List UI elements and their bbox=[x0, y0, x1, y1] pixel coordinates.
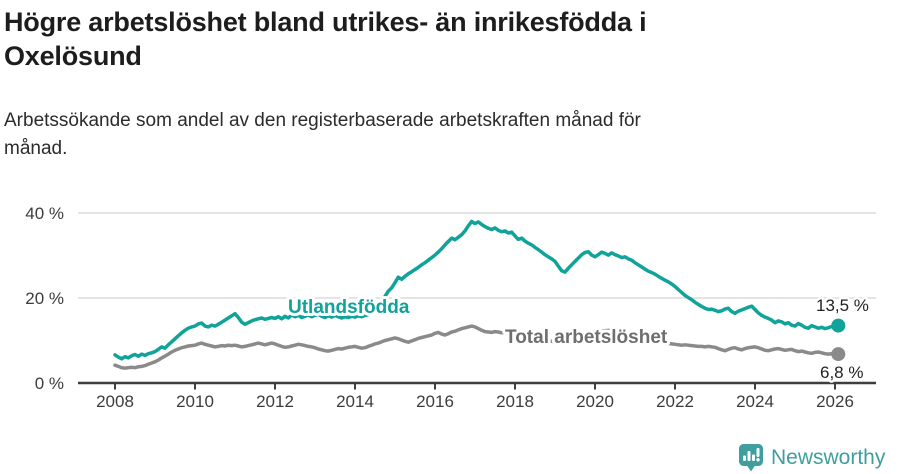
x-tick-label-2010: 2010 bbox=[176, 392, 214, 411]
page-title: Högre arbetslöshet bland utrikes- än inr… bbox=[4, 5, 647, 73]
line-total-arbetsl-shet bbox=[113, 324, 841, 370]
y-tick-label-40: 40 % bbox=[25, 204, 64, 223]
x-tick-label-2008: 2008 bbox=[96, 392, 134, 411]
y-tick-label-0: 0 % bbox=[35, 374, 64, 393]
x-tick-label-2014: 2014 bbox=[336, 392, 374, 411]
brand-name: Newsworthy bbox=[771, 446, 886, 469]
y-tick-label-20: 20 % bbox=[25, 289, 64, 308]
title-line-1: Högre arbetslöshet bland utrikes- än inr… bbox=[4, 7, 647, 37]
x-tick-label-2016: 2016 bbox=[416, 392, 454, 411]
subtitle-line-2: månad. bbox=[4, 138, 68, 159]
line-utlandsf-dda bbox=[113, 219, 841, 361]
end-point-dot bbox=[831, 347, 846, 362]
gridlines bbox=[78, 212, 876, 299]
title-line-2: Oxelösund bbox=[4, 41, 142, 71]
x-axis-ticks: 2008 2010 2012 2014 2016 2018 2020 2022 2024 2026 bbox=[96, 383, 854, 411]
x-tick-label-2022: 2022 bbox=[656, 392, 694, 411]
data-series-lines bbox=[113, 219, 846, 370]
x-tick-label-2012: 2012 bbox=[256, 392, 294, 411]
series-label-total: Total arbetslöshet bbox=[505, 327, 668, 348]
subtitle-line-1: Arbetssökande som andel av den registerb… bbox=[4, 110, 641, 131]
line-chart: 2008 2010 2012 2014 2016 2018 2020 2022 2024 2026… bbox=[25, 204, 876, 411]
y-axis-labels: 0 % 20 % 40 % bbox=[25, 204, 64, 393]
bar-chart-speech-bubble-icon bbox=[739, 444, 763, 472]
chart-subtitle: Arbetssökande som andel av den registerb… bbox=[4, 107, 641, 163]
end-point-dot bbox=[831, 318, 846, 333]
newsworthy-brand[interactable]: Newsworthy bbox=[738, 443, 885, 473]
end-value-label-total: 6,8 % bbox=[820, 363, 863, 382]
x-tick-label-2026: 2026 bbox=[816, 392, 854, 411]
end-value-label-utlandsfodda: 13,5 % bbox=[816, 296, 869, 315]
x-tick-label-2018: 2018 bbox=[496, 392, 534, 411]
x-tick-label-2024: 2024 bbox=[736, 392, 774, 411]
x-tick-label-2020: 2020 bbox=[576, 392, 614, 411]
series-label-utlandsfodda: Utlandsfödda bbox=[288, 297, 410, 318]
